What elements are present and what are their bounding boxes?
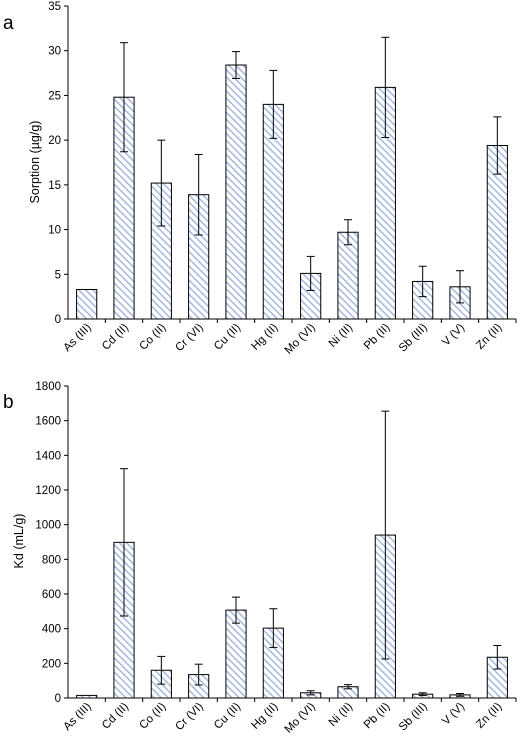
panel-b-label: b <box>3 392 14 413</box>
panel-a: a Sorption (µg/g) 0 5 10 15 20 25 30 35 As (III… <box>3 1 517 357</box>
panel-b-x-tick-label: Zn (II) <box>474 701 504 731</box>
panel-b-y-tick-label: 0 <box>55 693 61 705</box>
panel-b-y-axis-label: Kd (mL/g) <box>12 514 26 569</box>
panel-a-y-tick-label: 0 <box>55 314 61 326</box>
panel-b-y-tick-label: 1400 <box>35 450 61 462</box>
panel-a-x-tick-label: Co (II) <box>137 322 168 353</box>
panel-b-y-tick-label: 1600 <box>35 416 61 428</box>
panel-b-x-tick-label: Mo (VI) <box>283 701 318 736</box>
panel-b-bar <box>76 694 98 699</box>
panel-b-x-tick-label: Pb (II) <box>362 701 393 732</box>
panel-a-bar <box>225 64 247 320</box>
panel-a-x-tick-label: Sb (III) <box>397 322 430 355</box>
panel-b-y-tick-label: 1800 <box>35 381 61 393</box>
panel-a-x-tick-label: Mo (VI) <box>283 322 318 357</box>
panel-a-x-tick-label: Cu (II) <box>212 322 243 353</box>
panel-a-x-tick-label: Ni (II) <box>327 322 355 350</box>
panel-a-bars <box>76 36 508 320</box>
panel-a-x-tick-label: Cd (II) <box>100 322 131 353</box>
panel-b-x-tick-label: Co (II) <box>137 701 168 732</box>
panel-b: b Kd (mL/g) 0 200 400 600 800 1000 1200 1400 160… <box>3 381 517 736</box>
panel-a-y-tick-label: 20 <box>48 135 61 147</box>
panel-b-x-tick-label: Cd (II) <box>100 701 131 732</box>
panel-b-y-tick-label: 200 <box>42 658 61 670</box>
panel-b-y-tick-label: 1200 <box>35 485 61 497</box>
panel-a-x-tick-label: Cr (VI) <box>173 322 206 355</box>
panel-a-y-tick-label: 35 <box>48 1 61 13</box>
panel-b-y-ticks: 0 200 400 600 800 1000 1200 1400 1600 1800 <box>35 381 68 705</box>
panel-a-y-tick-label: 10 <box>48 225 61 237</box>
panel-a-x-tick-label: Hg (II) <box>249 322 280 353</box>
panel-b-x-ticks: As (III) Cd (II) Co (II) Cr (VI) Cu (II) Hg (… <box>61 698 517 736</box>
panel-b-x-tick-label: Cr (VI) <box>173 701 206 734</box>
panel-a-x-tick-label: Pb (II) <box>362 322 393 353</box>
panel-a-label: a <box>3 13 14 34</box>
panel-b-bars <box>76 410 508 699</box>
panel-a-y-tick-label: 25 <box>48 90 61 102</box>
panel-a-y-ticks: 0 5 10 15 20 25 30 35 <box>48 1 68 326</box>
panel-b-x-tick-label: Cu (II) <box>212 701 243 732</box>
panel-b-x-tick-label: Sb (III) <box>397 701 430 734</box>
panel-b-x-tick-label: Ni (II) <box>327 701 355 729</box>
panel-b-x-tick-label: Hg (II) <box>249 701 280 732</box>
panel-a-y-tick-label: 5 <box>55 269 61 281</box>
panel-a-x-tick-label: As (III) <box>61 322 94 355</box>
panel-a-bar <box>76 288 98 320</box>
panel-a-x-tick-label: Zn (II) <box>474 322 504 352</box>
panel-b-x-tick-label: As (III) <box>61 701 94 734</box>
panel-a-y-tick-label: 15 <box>48 180 61 192</box>
panel-a-y-axis-label: Sorption (µg/g) <box>28 121 42 204</box>
panel-b-y-tick-label: 600 <box>42 589 61 601</box>
panel-b-y-tick-label: 400 <box>42 624 61 636</box>
panel-a-y-tick-label: 30 <box>48 46 61 58</box>
panel-a-x-ticks: As (III) Cd (II) Co (II) Cr (VI) Cu (II) Hg (… <box>61 319 517 357</box>
panel-b-x-tick-label: V (V) <box>440 701 467 728</box>
panel-b-y-tick-label: 1000 <box>35 520 61 532</box>
panel-a-x-tick-label: V (V) <box>440 322 467 349</box>
panel-b-y-tick-label: 800 <box>42 554 61 566</box>
